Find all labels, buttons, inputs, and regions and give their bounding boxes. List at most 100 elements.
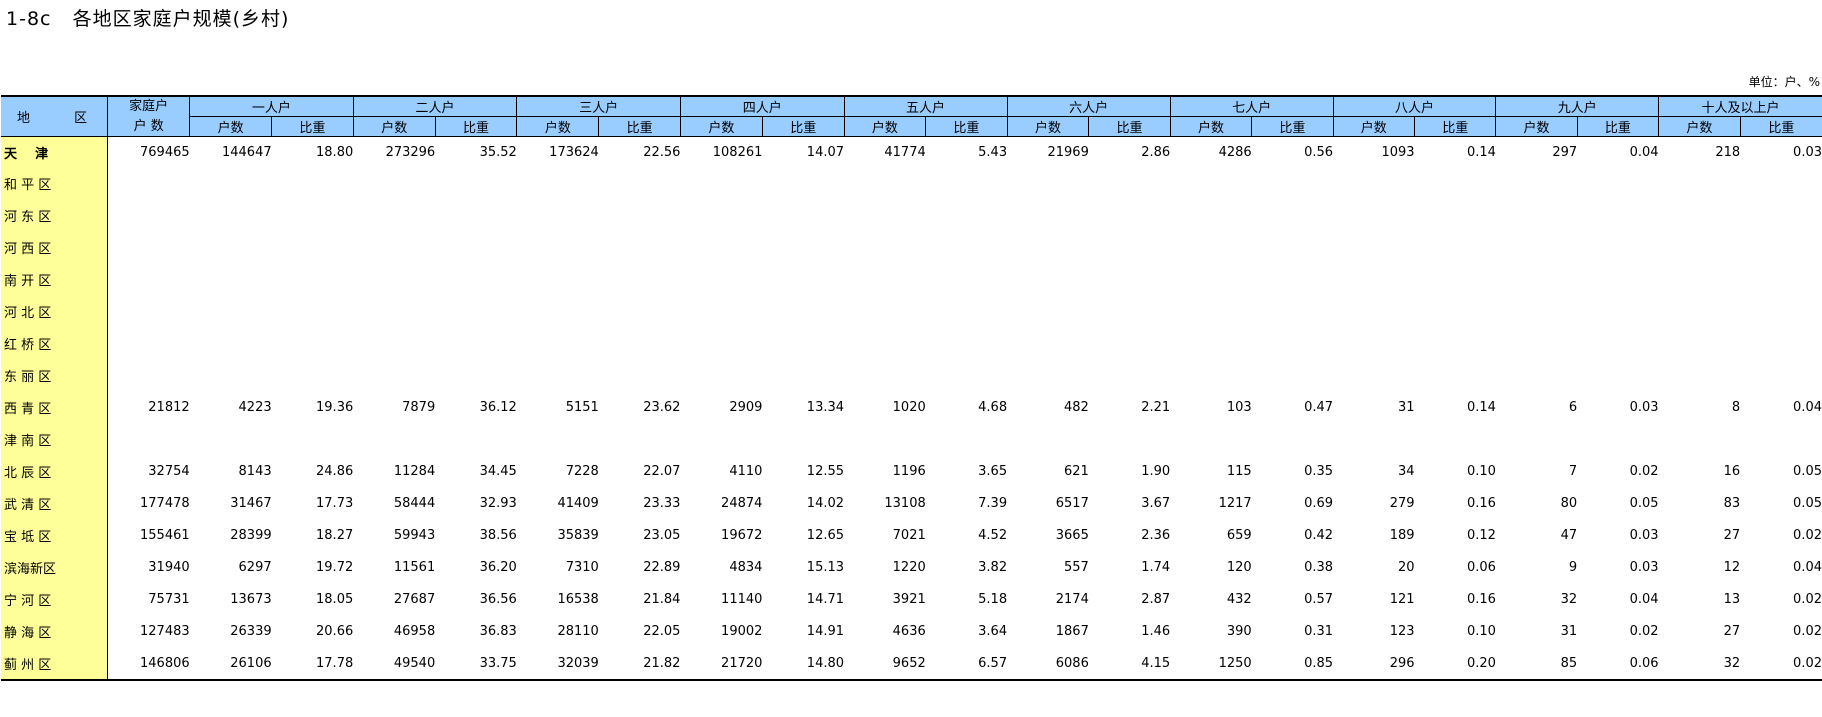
data-cell: 13673	[230, 591, 272, 607]
data-cell	[190, 295, 272, 327]
data-cell	[1415, 231, 1496, 263]
data-cell: 0.02	[1629, 623, 1659, 639]
header-sub-ratio: 比重	[271, 116, 354, 137]
data-cell	[762, 199, 844, 231]
data-cell: 22.89	[643, 559, 681, 575]
data-cell	[190, 327, 272, 359]
data-cell: 0.04	[1793, 399, 1822, 415]
data-cell: 4636	[892, 623, 926, 639]
data-cell: 0.31	[1304, 623, 1334, 639]
data-cell: 11561	[393, 559, 436, 575]
table-row: 宁 河 区 75731 13673 18.05 27687 36.56 16538 21.84…	[1, 583, 1822, 615]
data-cell: 27	[1723, 527, 1741, 543]
data-cell: 36.20	[479, 559, 517, 575]
data-cell	[272, 263, 354, 295]
header-region: 地 区	[1, 96, 108, 137]
data-cell	[1496, 359, 1577, 391]
data-cell	[599, 327, 681, 359]
data-cell	[1007, 359, 1089, 391]
data-cell	[517, 231, 599, 263]
data-cell	[1659, 423, 1741, 455]
data-cell	[1170, 263, 1251, 295]
table-row: 静 海 区 127483 26339 20.66 46958 36.83 28110 22.0…	[1, 615, 1822, 647]
data-cell: 7310	[565, 559, 599, 575]
region-cell: 和 平 区	[1, 167, 109, 199]
data-cell: 173624	[549, 144, 599, 160]
data-cell	[1252, 327, 1333, 359]
header-sub-count: 户数	[1169, 116, 1252, 137]
header-sub-count: 户数	[189, 116, 272, 137]
data-cell	[1415, 167, 1496, 199]
data-cell	[435, 295, 517, 327]
data-cell: 1093	[1381, 144, 1415, 160]
data-cell: 4.68	[978, 399, 1008, 415]
header-group-8: 八人户	[1332, 96, 1496, 117]
data-cell	[435, 263, 517, 295]
data-cell: 33.75	[479, 655, 517, 671]
data-cell: 0.57	[1304, 591, 1334, 607]
table-row: 红 桥 区	[1, 327, 1822, 359]
data-cell	[680, 359, 762, 391]
data-cell: 32754	[148, 463, 190, 479]
data-cell	[1659, 263, 1741, 295]
data-cell	[762, 359, 844, 391]
data-cell: 1.46	[1141, 623, 1171, 639]
data-cell: 35839	[557, 527, 599, 543]
data-cell: 80	[1560, 495, 1578, 511]
header-sub-count: 户数	[516, 116, 599, 137]
data-cell	[435, 199, 517, 231]
data-cell: 0.03	[1629, 559, 1659, 575]
data-cell	[517, 295, 599, 327]
data-cell: 5.18	[978, 591, 1008, 607]
data-cell: 3.82	[978, 559, 1008, 575]
data-cell	[1089, 199, 1170, 231]
header-group-6: 六人户	[1006, 96, 1171, 117]
data-cell: 0.02	[1629, 463, 1659, 479]
data-cell	[844, 263, 926, 295]
header-sub-ratio: 比重	[761, 116, 845, 137]
data-cell: 1250	[1218, 655, 1252, 671]
region-cell: 蓟 州 区	[1, 647, 109, 680]
data-cell: 108261	[712, 144, 763, 160]
data-cell: 41774	[884, 144, 926, 160]
data-cell: 3.64	[978, 623, 1008, 639]
data-cell	[1740, 423, 1822, 455]
data-cell: 155461	[140, 527, 190, 543]
data-cell: 432	[1226, 591, 1252, 607]
header-group-2: 二人户	[352, 96, 517, 117]
data-cell	[844, 231, 926, 263]
data-cell: 2.87	[1141, 591, 1171, 607]
data-cell: 20	[1397, 559, 1415, 575]
data-cell: 273296	[385, 144, 436, 160]
data-cell	[1007, 423, 1089, 455]
data-cell	[1252, 231, 1333, 263]
data-cell	[1252, 167, 1333, 199]
data-cell: 12	[1723, 559, 1741, 575]
data-cell	[1496, 199, 1577, 231]
data-cell: 0.47	[1304, 399, 1334, 415]
table-row: 河 西 区	[1, 231, 1822, 263]
data-cell: 19672	[721, 527, 763, 543]
data-cell	[680, 263, 762, 295]
data-cell: 31467	[230, 495, 272, 511]
data-cell	[1415, 263, 1496, 295]
table-row: 东 丽 区	[1, 359, 1822, 391]
data-cell: 26339	[230, 623, 272, 639]
data-cell	[599, 295, 681, 327]
header-sub-ratio: 比重	[925, 116, 1008, 137]
region-cell: 北 辰 区	[1, 455, 109, 487]
data-cell	[599, 423, 681, 455]
data-cell	[272, 359, 354, 391]
data-cell: 2.21	[1141, 399, 1171, 415]
table-header: 地 区 家庭户 一人户 二人户 三人户 四人户 五人户 六人户 七人户 八人户 九人户 十人及以上…	[1, 96, 1822, 137]
data-cell: 0.16	[1466, 495, 1496, 511]
data-cell	[844, 199, 926, 231]
data-cell	[1496, 231, 1577, 263]
region-cell: 东 丽 区	[1, 359, 109, 391]
data-cell	[926, 423, 1007, 455]
data-cell	[1333, 263, 1414, 295]
data-cell	[844, 295, 926, 327]
data-cell: 36.56	[479, 591, 517, 607]
data-cell	[108, 199, 190, 231]
header-sub-ratio: 比重	[1739, 116, 1822, 137]
